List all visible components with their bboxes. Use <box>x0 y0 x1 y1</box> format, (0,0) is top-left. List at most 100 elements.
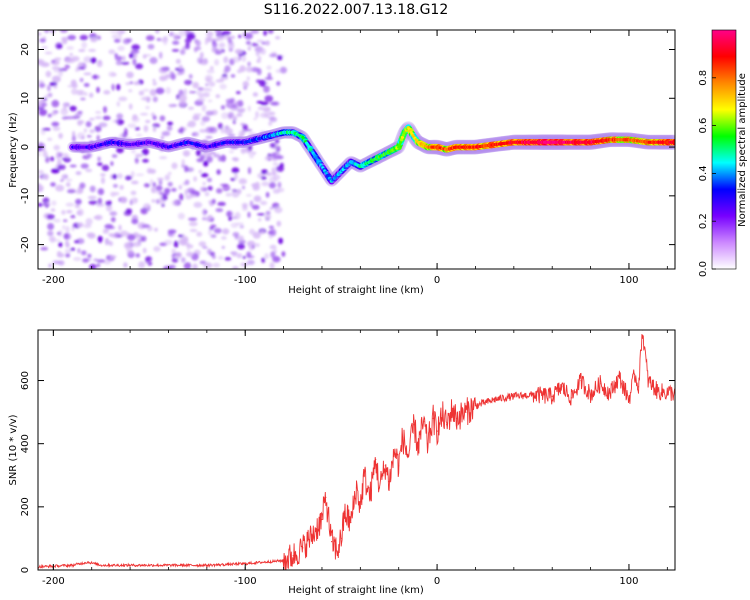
noise-speckle <box>78 66 85 70</box>
noise-speckle <box>38 80 45 84</box>
noise-speckle <box>41 102 48 108</box>
noise-speckle <box>155 30 160 34</box>
noise-speckle <box>222 228 230 235</box>
noise-speckle <box>110 216 116 223</box>
noise-speckle <box>133 81 141 86</box>
noise-speckle <box>242 256 246 259</box>
noise-speckle <box>131 116 140 123</box>
noise-speckle <box>186 251 194 257</box>
snr-data-point <box>474 405 477 407</box>
snr-panel: -200 -100 0 100 0 200 400 600 Height of straig… <box>8 329 676 596</box>
noise-speckle <box>103 106 107 114</box>
noise-speckle <box>116 30 124 36</box>
noise-speckle <box>230 105 239 111</box>
noise-speckle <box>218 42 226 48</box>
noise-speckle <box>214 59 220 66</box>
noise-speckle <box>117 45 125 52</box>
noise-speckle <box>53 69 61 73</box>
noise-speckle <box>202 246 208 249</box>
noise-speckle <box>264 215 272 219</box>
noise-speckle <box>65 202 75 207</box>
noise-speckle <box>51 99 60 108</box>
noise-speckle <box>265 172 273 176</box>
noise-speckle <box>227 36 232 44</box>
noise-speckle <box>38 108 48 116</box>
noise-speckle <box>221 112 229 120</box>
colorbar-bar <box>712 30 736 269</box>
noise-speckle <box>73 257 82 261</box>
noise-speckle <box>227 133 236 138</box>
spectrogram-noise-layer <box>38 30 287 269</box>
figure-title: S116.2022.007.13.18.G12 <box>264 2 449 18</box>
noise-speckle <box>58 68 68 72</box>
noise-speckle <box>164 174 170 181</box>
noise-speckle <box>178 30 187 37</box>
noise-speckle <box>155 199 160 204</box>
noise-speckle <box>97 235 103 242</box>
noise-speckle <box>171 249 176 254</box>
noise-speckle <box>200 120 206 126</box>
snr-data-point <box>423 421 425 423</box>
noise-speckle <box>146 167 152 174</box>
noise-speckle <box>116 113 124 120</box>
snr-y-label: SNR (10 * v/v) <box>8 414 19 485</box>
noise-speckle <box>220 105 226 110</box>
noise-speckle <box>65 116 75 120</box>
noise-speckle <box>66 46 74 50</box>
snr-x-label: Height of straight line (km) <box>288 585 424 596</box>
noise-speckle <box>260 48 266 55</box>
noise-speckle <box>261 176 267 180</box>
noise-speckle <box>42 151 48 158</box>
snr-data-point <box>446 424 448 426</box>
noise-speckle <box>135 133 143 137</box>
noise-speckle <box>247 211 251 218</box>
spectrogram-y-ticks: -20 -10 0 10 20 <box>20 43 675 253</box>
noise-speckle <box>111 154 118 158</box>
noise-speckle <box>192 263 198 269</box>
noise-speckle <box>132 52 138 59</box>
snr-data-point <box>311 534 313 536</box>
snr-data-point <box>100 564 102 566</box>
noise-speckle <box>103 228 110 233</box>
noise-speckle <box>84 92 88 96</box>
spectrogram-ridge-layer <box>66 121 675 187</box>
noise-speckle <box>210 224 217 229</box>
noise-speckle <box>132 58 137 66</box>
noise-speckle <box>158 179 163 186</box>
noise-speckle <box>189 229 198 232</box>
y-tick-label: 0 <box>20 144 31 150</box>
noise-speckle <box>145 35 155 41</box>
noise-speckle <box>122 55 126 61</box>
spectrogram-frame <box>37 29 676 270</box>
noise-speckle <box>125 175 132 181</box>
noise-speckle <box>45 70 52 78</box>
noise-speckle <box>119 120 125 124</box>
noise-speckle <box>97 162 103 167</box>
noise-speckle <box>89 92 94 98</box>
noise-speckle <box>215 79 225 83</box>
noise-speckle <box>126 71 134 79</box>
noise-speckle <box>188 74 193 79</box>
noise-speckle <box>257 106 264 111</box>
noise-speckle <box>257 217 262 222</box>
noise-speckle <box>70 247 75 251</box>
noise-speckle <box>221 236 227 240</box>
noise-speckle <box>255 51 260 57</box>
snr-data-point <box>302 547 304 549</box>
noise-speckle <box>120 196 128 204</box>
noise-speckle <box>130 170 135 178</box>
noise-speckle <box>50 208 56 212</box>
noise-speckle <box>141 148 149 156</box>
noise-speckle <box>93 74 97 80</box>
noise-speckle <box>232 115 236 121</box>
noise-speckle <box>263 85 270 93</box>
noise-speckle <box>47 223 55 230</box>
noise-speckle <box>50 156 55 162</box>
noise-speckle <box>108 49 116 55</box>
noise-speckle <box>45 155 50 164</box>
noise-speckle <box>212 255 216 259</box>
noise-speckle <box>84 149 90 154</box>
noise-speckle <box>142 247 147 254</box>
noise-speckle <box>256 68 262 76</box>
